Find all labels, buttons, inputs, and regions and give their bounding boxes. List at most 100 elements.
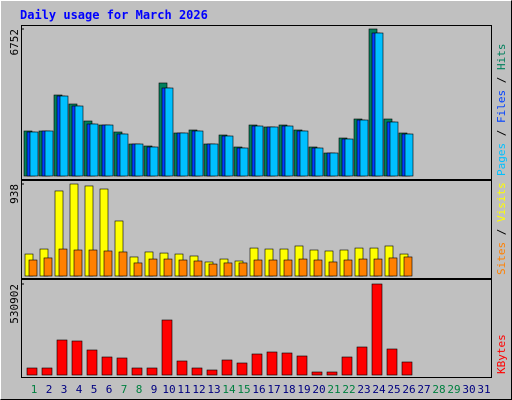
legend-separator: /	[495, 123, 508, 143]
y-tick-label: 6752	[8, 29, 21, 56]
bar	[74, 105, 84, 177]
bar	[221, 359, 233, 376]
bar	[328, 261, 338, 277]
bar	[56, 339, 68, 376]
bar	[266, 351, 278, 376]
bar	[284, 125, 294, 177]
bar	[131, 367, 143, 376]
bar	[179, 132, 189, 177]
x-tick-label: 21	[327, 383, 340, 396]
x-tick-label: 14	[222, 383, 236, 396]
y-tick-label: 938	[8, 184, 21, 204]
bar	[29, 131, 39, 177]
bar	[238, 262, 248, 277]
x-tick-label: 28	[432, 383, 445, 396]
bar	[299, 130, 309, 177]
bar	[281, 352, 293, 376]
x-tick-label: 22	[342, 383, 355, 396]
bar	[298, 258, 308, 277]
bar	[104, 124, 114, 177]
bar	[401, 361, 413, 376]
x-tick-label: 29	[447, 383, 460, 396]
bar	[374, 32, 384, 177]
legend-separator: /	[495, 70, 508, 90]
bar	[58, 248, 68, 277]
bar	[194, 130, 204, 177]
x-tick-label: 16	[252, 383, 265, 396]
bar	[161, 319, 173, 376]
bar	[86, 349, 98, 376]
bar	[224, 135, 234, 177]
bar	[178, 259, 188, 277]
x-tick-label: 13	[207, 383, 220, 396]
bar	[44, 130, 54, 177]
bar	[191, 367, 203, 376]
bar	[146, 367, 158, 376]
x-tick-label: 24	[372, 383, 386, 396]
legend-entry: KBytes	[495, 334, 508, 374]
bar	[314, 147, 324, 177]
bar	[239, 147, 249, 177]
bar	[329, 152, 339, 177]
bar	[134, 143, 144, 177]
bar	[133, 262, 143, 277]
x-tick-label: 4	[76, 383, 83, 396]
bar	[389, 121, 399, 177]
bar	[386, 348, 398, 376]
bar	[163, 258, 173, 277]
x-tick-label: 7	[121, 383, 128, 396]
x-tick-label: 20	[312, 383, 325, 396]
legend: Pages / Files / Hits	[495, 44, 508, 177]
bar	[176, 360, 188, 376]
bar	[41, 367, 53, 376]
bar	[208, 263, 218, 277]
legend-entry: Files	[495, 90, 508, 123]
x-tick-label: 30	[462, 383, 475, 396]
x-tick-label: 31	[477, 383, 490, 396]
x-tick-label: 1	[31, 383, 38, 396]
bar	[116, 357, 128, 376]
legend-entry: Visits	[495, 182, 508, 222]
legend-separator: /	[495, 222, 508, 242]
bar	[103, 250, 113, 277]
bar	[356, 346, 368, 376]
y-tick-label: 530902	[8, 284, 21, 324]
legend-entry: Sites	[495, 242, 508, 275]
bar	[236, 362, 248, 376]
x-tick-label: 9	[151, 383, 158, 396]
bar	[119, 133, 129, 177]
bar	[343, 259, 353, 277]
chart-title: Daily usage for March 2026	[20, 8, 208, 22]
legend-entry: Hits	[495, 44, 508, 71]
bar	[344, 138, 354, 177]
x-tick-label: 15	[237, 383, 250, 396]
bar	[268, 259, 278, 277]
bar	[206, 369, 218, 376]
x-tick-label: 26	[402, 383, 415, 396]
bar	[73, 249, 83, 277]
bar	[253, 259, 263, 277]
bar	[388, 257, 398, 277]
bar	[148, 258, 158, 277]
bar	[26, 367, 38, 376]
bar	[404, 133, 414, 177]
bar	[118, 251, 128, 277]
legend: Sites / Visits	[495, 182, 508, 275]
x-tick-label: 11	[177, 383, 190, 396]
bar	[251, 353, 263, 376]
bar	[88, 249, 98, 277]
x-tick-label: 3	[61, 383, 68, 396]
legend: KBytes	[495, 334, 508, 374]
bar	[403, 256, 413, 277]
bar	[359, 119, 369, 177]
bar	[193, 260, 203, 277]
x-tick-label: 5	[91, 383, 98, 396]
bar	[223, 262, 233, 277]
x-tick-label: 6	[106, 383, 113, 396]
x-tick-label: 12	[192, 383, 205, 396]
bar	[296, 355, 308, 376]
bar	[28, 259, 38, 277]
bar	[164, 87, 174, 177]
